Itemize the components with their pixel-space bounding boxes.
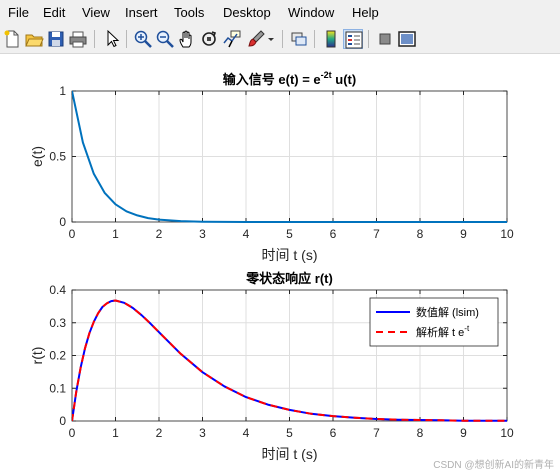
legend-box bbox=[369, 297, 499, 347]
axes-title: 输入信号 e(t) = e-2t u(t) bbox=[223, 70, 356, 87]
menu-insert[interactable]: Insert bbox=[125, 5, 158, 20]
y-tick-label: 0.4 bbox=[49, 283, 66, 297]
y-tick-label: 0.2 bbox=[49, 349, 66, 363]
zoom-out-icon[interactable] bbox=[155, 29, 175, 49]
axes-2: 0 1 2 3 4 5 6 7 8 9 10 0 0.1 0.2 0.3 0.4 零状态响应 r(t) 时间 t … bbox=[29, 271, 514, 462]
brush-icon[interactable] bbox=[246, 29, 266, 49]
x-tick-label: 3 bbox=[199, 227, 206, 241]
x-tick-label: 5 bbox=[286, 426, 293, 440]
pan-icon[interactable] bbox=[177, 29, 197, 49]
figure-canvas: 0 1 2 3 4 5 6 7 8 9 10 0 0.5 1 输入信号 e(t) = e-2t u(t) 时间… bbox=[0, 54, 560, 475]
x-tick-label: 6 bbox=[330, 426, 337, 440]
menu-view[interactable]: View bbox=[82, 5, 110, 20]
legend-icon[interactable] bbox=[343, 29, 363, 49]
toolbar-separator bbox=[282, 30, 283, 48]
data-cursor-icon[interactable] bbox=[222, 29, 242, 49]
axes-1: 0 1 2 3 4 5 6 7 8 9 10 0 0.5 1 输入信号 e(t) = e-2t u(t) 时间… bbox=[29, 70, 514, 263]
save-icon[interactable] bbox=[46, 29, 66, 49]
x-tick-label: 10 bbox=[500, 227, 514, 241]
y-tick-label: 0.5 bbox=[49, 150, 66, 164]
legend: 数值解 (lsim) 解析解 t e-t bbox=[369, 297, 499, 347]
new-figure-icon[interactable] bbox=[2, 29, 22, 49]
chevron-down-icon[interactable] bbox=[266, 29, 276, 49]
y-axis-label: e(t) bbox=[29, 146, 45, 167]
colorbar-icon[interactable] bbox=[321, 29, 341, 49]
x-tick-label: 7 bbox=[373, 426, 380, 440]
print-icon[interactable] bbox=[68, 29, 88, 49]
toolbar-separator bbox=[368, 30, 369, 48]
x-tick-label: 3 bbox=[199, 426, 206, 440]
x-tick-label: 8 bbox=[417, 227, 424, 241]
open-file-icon[interactable] bbox=[24, 29, 44, 49]
zoom-in-icon[interactable] bbox=[133, 29, 153, 49]
x-tick-label: 0 bbox=[69, 227, 76, 241]
link-plot-icon[interactable] bbox=[289, 29, 309, 49]
show-plot-tools-icon[interactable] bbox=[397, 29, 417, 49]
x-tick-label: 7 bbox=[373, 227, 380, 241]
x-tick-label: 1 bbox=[112, 426, 119, 440]
x-tick-label: 4 bbox=[243, 426, 250, 440]
menu-desktop[interactable]: Desktop bbox=[223, 5, 271, 20]
menu-file[interactable]: File bbox=[8, 5, 29, 20]
menu-edit[interactable]: Edit bbox=[43, 5, 66, 20]
toolbar-separator bbox=[94, 30, 95, 48]
x-tick-label: 4 bbox=[243, 227, 250, 241]
pointer-icon[interactable] bbox=[102, 29, 122, 49]
hide-plot-tools-icon[interactable] bbox=[375, 29, 395, 49]
series-line-2 bbox=[72, 299, 507, 422]
y-tick-label: 1 bbox=[59, 84, 66, 98]
x-tick-label: 8 bbox=[417, 426, 424, 440]
y-tick-label: 0 bbox=[59, 215, 66, 229]
y-tick-label: 0.1 bbox=[49, 381, 66, 395]
x-tick-label: 6 bbox=[330, 227, 337, 241]
x-tick-label: 2 bbox=[156, 227, 163, 241]
menu-tools[interactable]: Tools bbox=[174, 5, 205, 20]
menu-help[interactable]: Help bbox=[352, 5, 379, 20]
x-tick-label: 2 bbox=[156, 426, 163, 440]
legend-label-1: 数值解 (lsim) bbox=[416, 305, 479, 319]
x-tick-label: 10 bbox=[500, 426, 514, 440]
toolbar-separator bbox=[314, 30, 315, 48]
menu-bar: File Edit View Insert Tools Desktop Wind… bbox=[0, 0, 560, 24]
axes-title: 零状态响应 r(t) bbox=[245, 271, 333, 286]
y-tick-label: 0.3 bbox=[49, 316, 66, 330]
x-tick-label: 5 bbox=[286, 227, 293, 241]
x-axis-label: 时间 t (s) bbox=[262, 247, 318, 263]
y-axis-label: r(t) bbox=[29, 347, 45, 365]
figure-toolbar bbox=[0, 25, 560, 54]
x-tick-label: 1 bbox=[112, 227, 119, 241]
y-tick-label: 0 bbox=[59, 414, 66, 428]
x-tick-label: 9 bbox=[460, 426, 467, 440]
series-line-1 bbox=[72, 90, 507, 223]
legend-label-2: 解析解 t e-t bbox=[416, 324, 470, 339]
watermark: CSDN @想创新AI的新青年 bbox=[433, 460, 554, 471]
toolbar-separator bbox=[126, 30, 127, 48]
x-axis-label: 时间 t (s) bbox=[262, 446, 318, 462]
rotate-3d-icon[interactable] bbox=[199, 29, 219, 49]
x-tick-label: 9 bbox=[460, 227, 467, 241]
x-tick-label: 0 bbox=[69, 426, 76, 440]
menu-window[interactable]: Window bbox=[288, 5, 335, 20]
